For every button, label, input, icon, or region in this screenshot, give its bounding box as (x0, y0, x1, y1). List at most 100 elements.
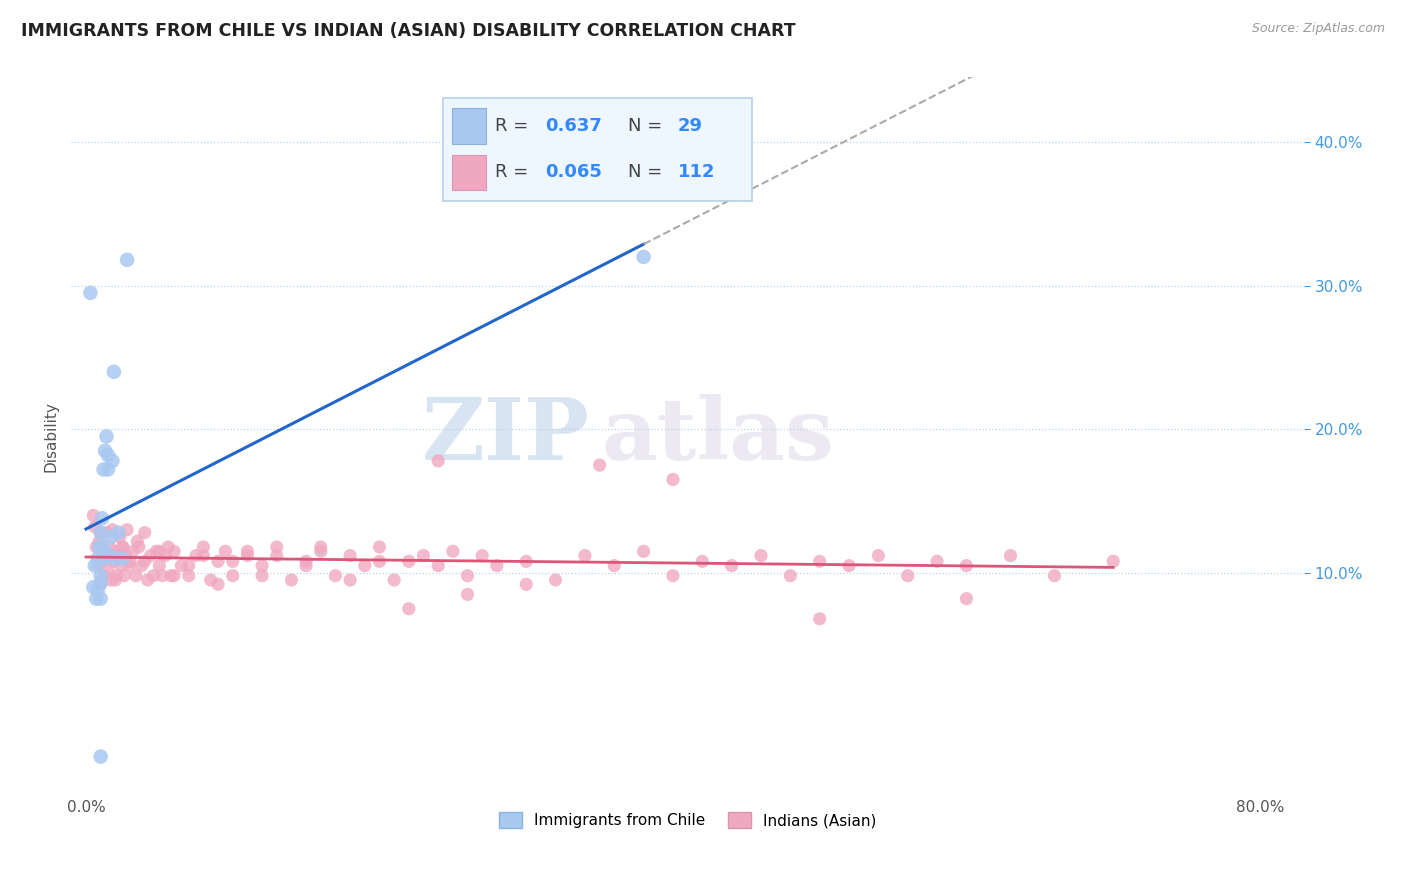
Point (142, 568, 165, 582)
Point (94, 551, 117, 566)
Point (339, 549, 361, 563)
Point (457, 568, 479, 582)
Point (150, 568, 173, 582)
Point (118, 558, 141, 573)
Point (103, 365, 125, 379)
Point (104, 544, 127, 558)
Text: ZIP: ZIP (422, 394, 589, 478)
Point (97, 462, 120, 476)
Point (720, 558, 742, 573)
Point (193, 540, 215, 554)
Point (170, 558, 193, 573)
Point (90, 577, 112, 591)
Point (692, 554, 714, 568)
Point (90, 554, 112, 568)
Point (955, 558, 977, 573)
Point (157, 540, 180, 554)
Point (100, 530, 122, 544)
Text: R =: R = (495, 163, 534, 181)
Point (118, 554, 141, 568)
Text: N =: N = (628, 118, 668, 136)
Point (280, 573, 302, 587)
Point (96, 429, 118, 443)
Point (250, 558, 273, 573)
Point (1000, 549, 1022, 563)
Point (236, 549, 259, 563)
Point (633, 544, 655, 558)
Point (94, 549, 117, 563)
Point (82, 508, 104, 523)
Point (110, 558, 132, 573)
Point (955, 591, 977, 606)
Point (897, 568, 920, 582)
Point (236, 544, 259, 558)
Point (633, 250, 655, 264)
Point (98, 549, 121, 563)
Point (266, 540, 288, 554)
Point (111, 540, 134, 554)
Point (662, 473, 685, 487)
Point (101, 523, 124, 537)
Point (207, 577, 229, 591)
Point (295, 558, 318, 573)
Point (115, 523, 138, 537)
Text: N =: N = (628, 163, 668, 181)
Point (125, 568, 148, 582)
Text: Source: ZipAtlas.com: Source: ZipAtlas.com (1251, 22, 1385, 36)
Point (868, 549, 890, 563)
Text: R =: R = (495, 118, 534, 136)
Point (111, 540, 134, 554)
Text: atlas: atlas (602, 394, 834, 478)
Point (103, 554, 125, 568)
Point (148, 558, 170, 573)
Point (398, 601, 420, 615)
Point (177, 558, 200, 573)
Point (79, 285, 101, 300)
Point (104, 551, 127, 566)
Point (266, 549, 288, 563)
Point (114, 549, 136, 563)
Point (808, 554, 831, 568)
Point (93, 462, 115, 476)
Point (163, 568, 186, 582)
Point (90, 525, 112, 540)
Point (96, 525, 118, 540)
Point (89, 534, 111, 549)
Text: 29: 29 (678, 118, 703, 136)
Point (222, 554, 245, 568)
Point (603, 558, 626, 573)
Point (145, 544, 167, 558)
Point (134, 554, 156, 568)
Point (115, 252, 138, 267)
Text: 0.637: 0.637 (546, 118, 602, 136)
Point (250, 568, 273, 582)
Point (84, 540, 107, 554)
Y-axis label: Disability: Disability (44, 401, 58, 472)
FancyBboxPatch shape (453, 109, 486, 145)
Point (207, 554, 229, 568)
Point (139, 549, 162, 563)
Point (515, 554, 537, 568)
Point (107, 525, 129, 540)
Point (97, 563, 120, 577)
Point (148, 544, 170, 558)
Point (412, 549, 434, 563)
Text: IMMIGRANTS FROM CHILE VS INDIAN (ASIAN) DISABILITY CORRELATION CHART: IMMIGRANTS FROM CHILE VS INDIAN (ASIAN) … (21, 22, 796, 40)
Point (749, 549, 772, 563)
Point (515, 577, 537, 591)
Point (222, 568, 245, 582)
Point (309, 540, 332, 554)
Point (155, 549, 177, 563)
Point (160, 568, 183, 582)
Point (662, 568, 685, 582)
Point (368, 540, 391, 554)
Point (98, 540, 121, 554)
Point (441, 544, 464, 558)
Point (91, 511, 114, 525)
Point (427, 454, 450, 468)
Point (122, 544, 145, 558)
Point (90, 749, 112, 764)
Point (398, 554, 420, 568)
Point (83, 520, 105, 534)
Point (87, 551, 110, 566)
